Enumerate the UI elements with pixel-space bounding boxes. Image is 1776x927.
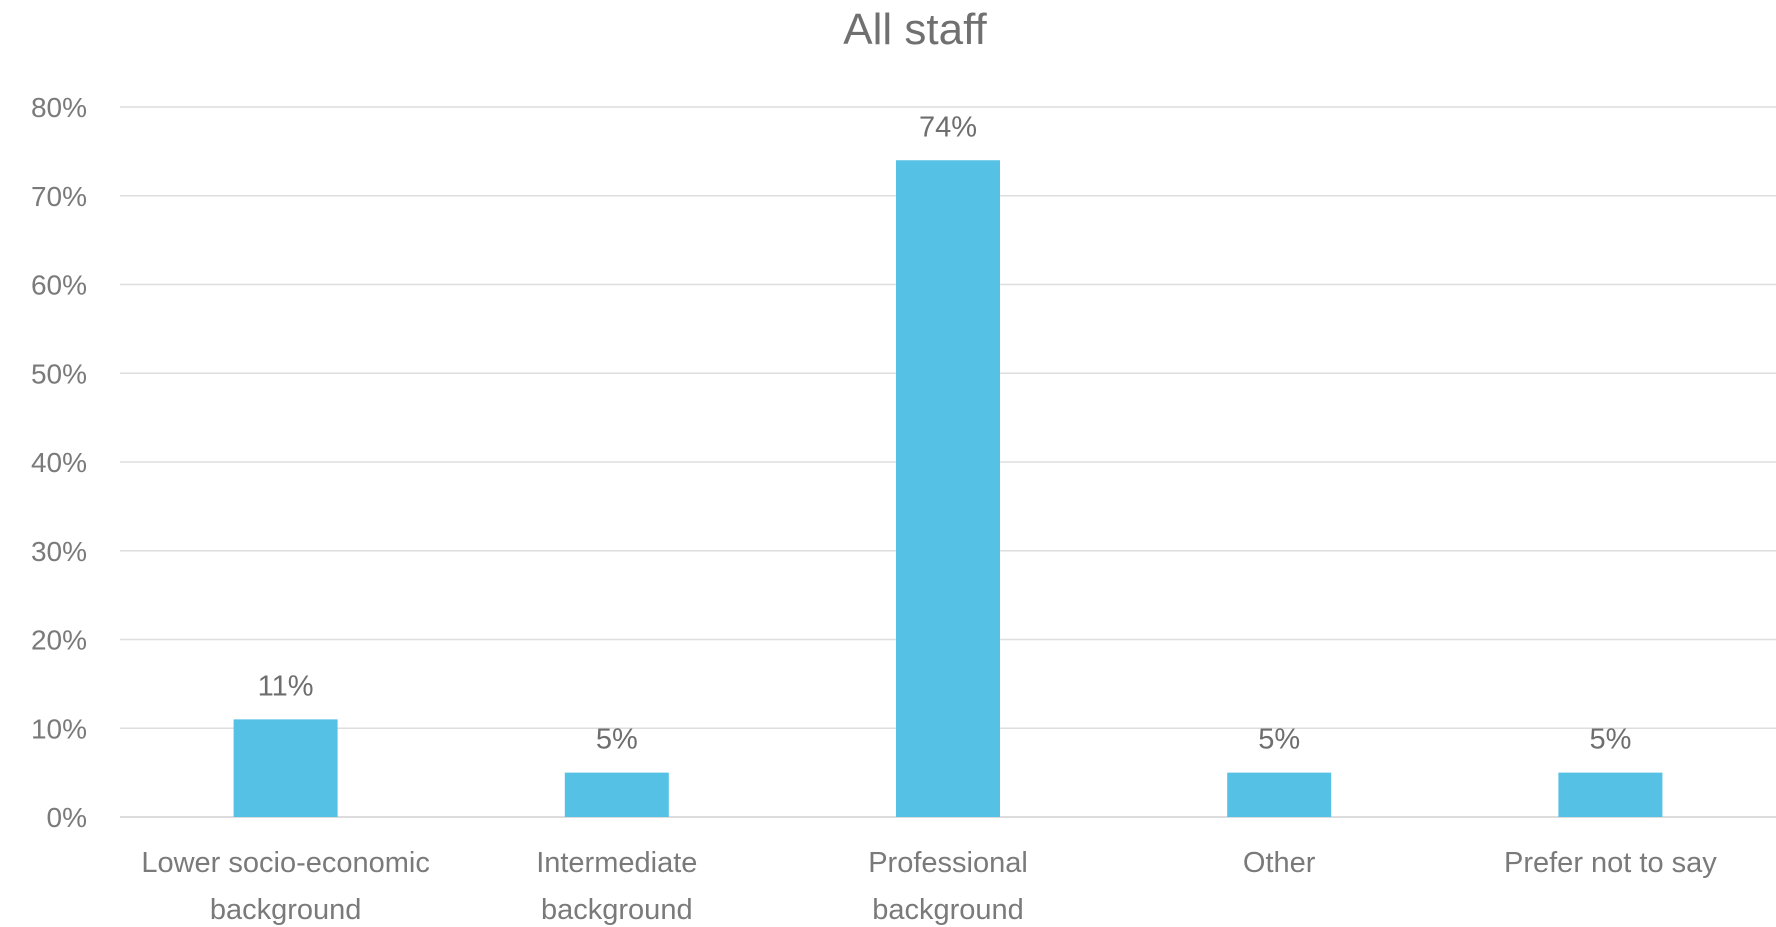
bar	[1558, 772, 1663, 817]
data-label: 5%	[1258, 724, 1300, 756]
y-tick-label: 40%	[31, 447, 87, 478]
data-label: 5%	[596, 724, 638, 756]
y-tick-label: 50%	[31, 358, 87, 389]
data-label: 74%	[919, 111, 977, 143]
y-tick-label: 70%	[31, 181, 87, 212]
y-tick-label: 60%	[31, 270, 87, 301]
bar	[564, 772, 669, 817]
data-label: 5%	[1589, 724, 1631, 756]
chart-title: All staff	[843, 5, 987, 54]
y-tick-label: 10%	[31, 713, 87, 744]
category-label: Intermediate background	[536, 847, 697, 926]
category-label: Lower socio-economic background	[141, 847, 430, 926]
bars	[233, 160, 1663, 817]
y-tick-label: 20%	[31, 625, 87, 656]
y-tick-label: 80%	[31, 92, 87, 123]
category-label: Professional background	[868, 847, 1028, 926]
bar	[233, 719, 338, 817]
data-labels: 11% 5% 74% 5% 5%	[258, 111, 1632, 755]
y-tick-label: 0%	[47, 802, 87, 833]
category-labels: Lower socio-economic background Intermedia…	[141, 847, 1717, 926]
category-label: Prefer not to say	[1504, 847, 1717, 879]
bar	[896, 160, 1000, 817]
bar	[1227, 772, 1332, 817]
y-axis-tick-labels: 0% 10% 20% 30% 40% 50% 60% 70% 80%	[31, 92, 87, 833]
category-label: Other	[1243, 847, 1316, 879]
data-label: 11%	[258, 670, 314, 702]
y-tick-label: 30%	[31, 536, 87, 567]
